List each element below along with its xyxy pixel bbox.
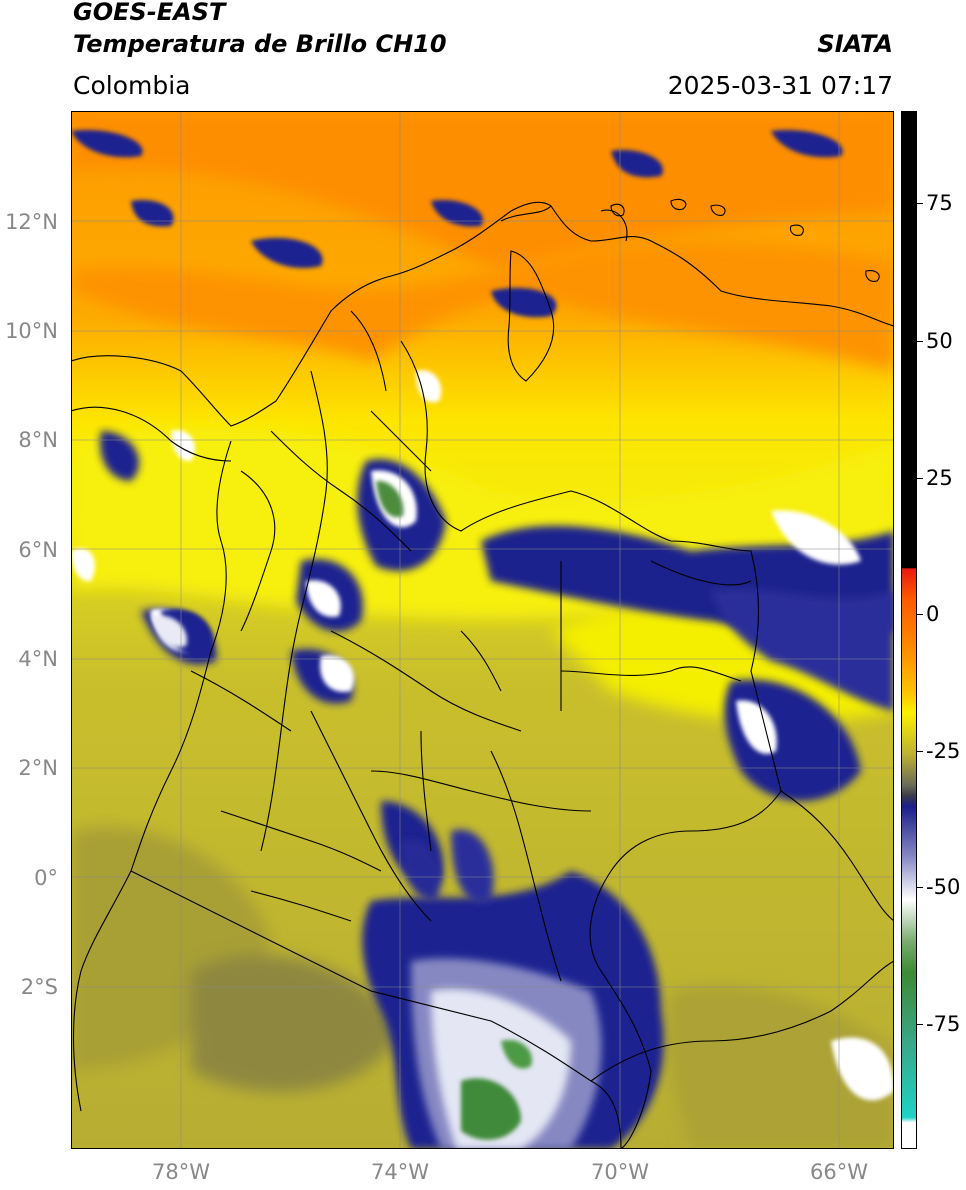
colorbar-label-50: 50: [926, 329, 953, 353]
brand-label: SIATA: [817, 30, 893, 58]
lon-tick-70w: 70°W: [591, 1160, 649, 1184]
lat-tick-0: 0°: [34, 866, 58, 890]
lat-tick-4n: 4°N: [18, 647, 58, 671]
lon-tick-66w: 66°W: [810, 1160, 868, 1184]
colorbar-tick-m50: [917, 887, 923, 888]
colorbar: [901, 111, 917, 1149]
lat-tick-8n: 8°N: [18, 428, 58, 452]
colorbar-tick-50: [917, 341, 923, 342]
lat-tick-6n: 6°N: [18, 538, 58, 562]
lat-tick-2s: 2°S: [20, 975, 58, 999]
colorbar-tick-25: [917, 478, 923, 479]
colorbar-tick-75: [917, 203, 923, 204]
map-frame: [71, 111, 894, 1149]
political-borders: [71, 198, 894, 1149]
lat-tick-12n: 12°N: [5, 210, 58, 234]
lon-tick-74w: 74°W: [371, 1160, 429, 1184]
satellite-map[interactable]: [71, 111, 894, 1149]
lat-tick-10n: 10°N: [5, 319, 58, 343]
colorbar-label-m25: -25: [926, 739, 961, 763]
colorbar-label-m75: -75: [926, 1012, 961, 1036]
timestamp-label: 2025-03-31 07:17: [667, 71, 893, 100]
colorbar-label-0: 0: [926, 602, 940, 626]
title-satellite: GOES-EAST: [73, 0, 226, 26]
gridlines: [71, 111, 894, 1149]
region-label: Colombia: [73, 71, 191, 100]
colorbar-tick-m75: [917, 1024, 923, 1025]
colorbar-label-25: 25: [926, 466, 953, 490]
colorbar-label-75: 75: [926, 191, 953, 215]
brightness-field: [71, 111, 894, 1149]
title-product: Temperatura de Brillo CH10: [73, 30, 447, 58]
colorbar-tick-0: [917, 614, 923, 615]
map-canvas: [71, 111, 894, 1149]
lat-tick-2n: 2°N: [18, 756, 58, 780]
lon-tick-78w: 78°W: [152, 1160, 210, 1184]
colorbar-tick-m25: [917, 751, 923, 752]
colorbar-label-m50: -50: [926, 875, 961, 899]
